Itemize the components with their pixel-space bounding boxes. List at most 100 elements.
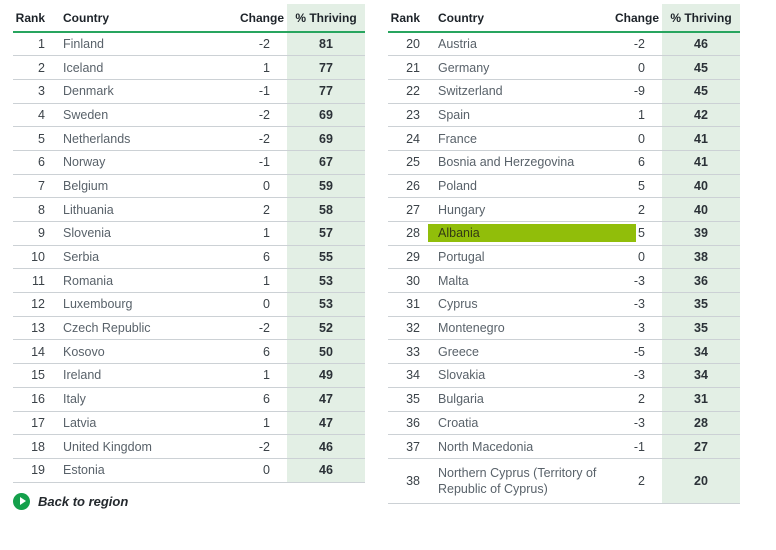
play-circle-icon bbox=[13, 492, 30, 510]
table-row: 28 Albania 5 39 bbox=[388, 221, 740, 246]
change-cell: 2 bbox=[614, 197, 662, 222]
country-name: Ireland bbox=[63, 368, 102, 383]
table-row: 32 Montenegro 3 35 bbox=[388, 316, 740, 341]
change-cell: 1 bbox=[614, 103, 662, 128]
table-row: 18 United Kingdom -2 46 bbox=[13, 434, 365, 459]
thriving-cell: 52 bbox=[287, 316, 365, 341]
table-row: 15 Ireland 1 49 bbox=[13, 363, 365, 388]
country-cell: Portugal bbox=[426, 245, 614, 270]
back-to-region-button[interactable]: Back to region bbox=[13, 492, 129, 510]
country-name: United Kingdom bbox=[63, 439, 152, 454]
rank-cell: 4 bbox=[13, 103, 51, 128]
country-name: Italy bbox=[63, 392, 86, 407]
change-cell: 2 bbox=[614, 458, 662, 504]
country-name: North Macedonia bbox=[438, 439, 534, 454]
country-cell: United Kingdom bbox=[51, 434, 239, 459]
change-cell: -3 bbox=[614, 292, 662, 317]
change-cell: -5 bbox=[614, 339, 662, 365]
table-row: 37 North Macedonia -1 27 bbox=[388, 434, 740, 459]
table-row: 20 Austria -2 46 bbox=[388, 32, 740, 57]
country-cell: Lithuania bbox=[51, 197, 239, 222]
country-cell: Slovakia bbox=[426, 363, 614, 388]
table-body: 1 Finland -2 81 2 Iceland 1 77 3 bbox=[13, 32, 365, 483]
country-name: Latvia bbox=[63, 415, 97, 430]
change-cell: 2 bbox=[239, 197, 287, 222]
thriving-cell: 27 bbox=[662, 434, 740, 459]
country-name: Romania bbox=[63, 273, 114, 288]
change-cell: -3 bbox=[614, 268, 662, 294]
right-column: Rank Country Change % Thriving 20 Austri… bbox=[388, 4, 740, 515]
country-cell: Germany bbox=[426, 55, 614, 80]
back-to-region-label: Back to region bbox=[38, 493, 129, 509]
rank-cell: 2 bbox=[13, 55, 51, 80]
country-name: Denmark bbox=[63, 84, 114, 99]
rank-cell: 30 bbox=[388, 268, 426, 294]
rank-cell: 6 bbox=[13, 150, 51, 175]
change-cell: -2 bbox=[239, 32, 287, 57]
country-name: Norway bbox=[63, 155, 106, 170]
country-name: Hungary bbox=[438, 202, 486, 217]
rank-cell: 28 bbox=[388, 221, 426, 246]
rank-header: Rank bbox=[13, 4, 51, 33]
change-cell: 1 bbox=[239, 55, 287, 80]
table-row: 21 Germany 0 45 bbox=[388, 55, 740, 80]
change-cell: -1 bbox=[239, 79, 287, 104]
table-row: 5 Netherlands -2 69 bbox=[13, 126, 365, 151]
rank-cell: 8 bbox=[13, 197, 51, 222]
change-header: Change bbox=[239, 4, 287, 33]
rank-cell: 22 bbox=[388, 79, 426, 104]
country-name: Belgium bbox=[63, 178, 109, 193]
rank-cell: 10 bbox=[13, 245, 51, 270]
thriving-cell: 38 bbox=[662, 245, 740, 270]
thriving-cell: 35 bbox=[662, 292, 740, 317]
table-row: 23 Spain 1 42 bbox=[388, 103, 740, 128]
country-cell: North Macedonia bbox=[426, 434, 614, 459]
thriving-cell: 35 bbox=[662, 316, 740, 341]
table-row: 8 Lithuania 2 58 bbox=[13, 197, 365, 222]
rank-cell: 19 bbox=[13, 458, 51, 483]
left-column: Rank Country Change % Thriving 1 Finland… bbox=[13, 4, 365, 515]
change-cell: 2 bbox=[614, 387, 662, 412]
change-cell: -3 bbox=[614, 411, 662, 436]
table-header-row: Rank Country Change % Thriving bbox=[388, 4, 740, 33]
ranking-table-1: Rank Country Change % Thriving 1 Finland… bbox=[13, 4, 365, 483]
country-cell: Austria bbox=[426, 32, 614, 57]
country-name: Spain bbox=[438, 107, 470, 122]
thriving-cell: 77 bbox=[287, 79, 365, 104]
table-row: 25 Bosnia and Herzegovina 6 41 bbox=[388, 150, 740, 175]
table-row: 35 Bulgaria 2 31 bbox=[388, 387, 740, 412]
rank-cell: 31 bbox=[388, 292, 426, 317]
ranking-table-2: Rank Country Change % Thriving 20 Austri… bbox=[388, 4, 740, 504]
country-cell: Northern Cyprus (Territory of Republic o… bbox=[426, 458, 614, 504]
thriving-cell: 40 bbox=[662, 174, 740, 199]
country-name: Bosnia and Herzegovina bbox=[438, 155, 575, 170]
change-cell: 1 bbox=[239, 221, 287, 246]
change-cell: 0 bbox=[239, 292, 287, 317]
country-cell: Czech Republic bbox=[51, 316, 239, 341]
country-cell: France bbox=[426, 126, 614, 151]
thriving-cell: 31 bbox=[662, 387, 740, 412]
change-cell: 0 bbox=[614, 126, 662, 151]
rank-cell: 23 bbox=[388, 103, 426, 128]
rank-cell: 5 bbox=[13, 126, 51, 151]
thriving-cell: 69 bbox=[287, 103, 365, 128]
country-name: Germany bbox=[438, 60, 490, 75]
rank-cell: 9 bbox=[13, 221, 51, 246]
thriving-cell: 41 bbox=[662, 126, 740, 151]
change-cell: -2 bbox=[614, 32, 662, 57]
rank-cell: 15 bbox=[13, 363, 51, 388]
country-cell: Bulgaria bbox=[426, 387, 614, 412]
country-cell: Luxembourg bbox=[51, 292, 239, 317]
country-name: Netherlands bbox=[63, 131, 131, 146]
country-name: Cyprus bbox=[438, 297, 478, 312]
rank-cell: 36 bbox=[388, 411, 426, 436]
change-cell: 0 bbox=[239, 174, 287, 199]
change-cell: -3 bbox=[614, 363, 662, 388]
table-row: 4 Sweden -2 69 bbox=[13, 103, 365, 128]
change-cell: 1 bbox=[239, 268, 287, 294]
change-cell: 6 bbox=[239, 387, 287, 412]
thriving-header: % Thriving bbox=[287, 4, 365, 33]
country-cell: Ireland bbox=[51, 363, 239, 388]
table-row: 29 Portugal 0 38 bbox=[388, 245, 740, 270]
country-name: Lithuania bbox=[63, 202, 114, 217]
